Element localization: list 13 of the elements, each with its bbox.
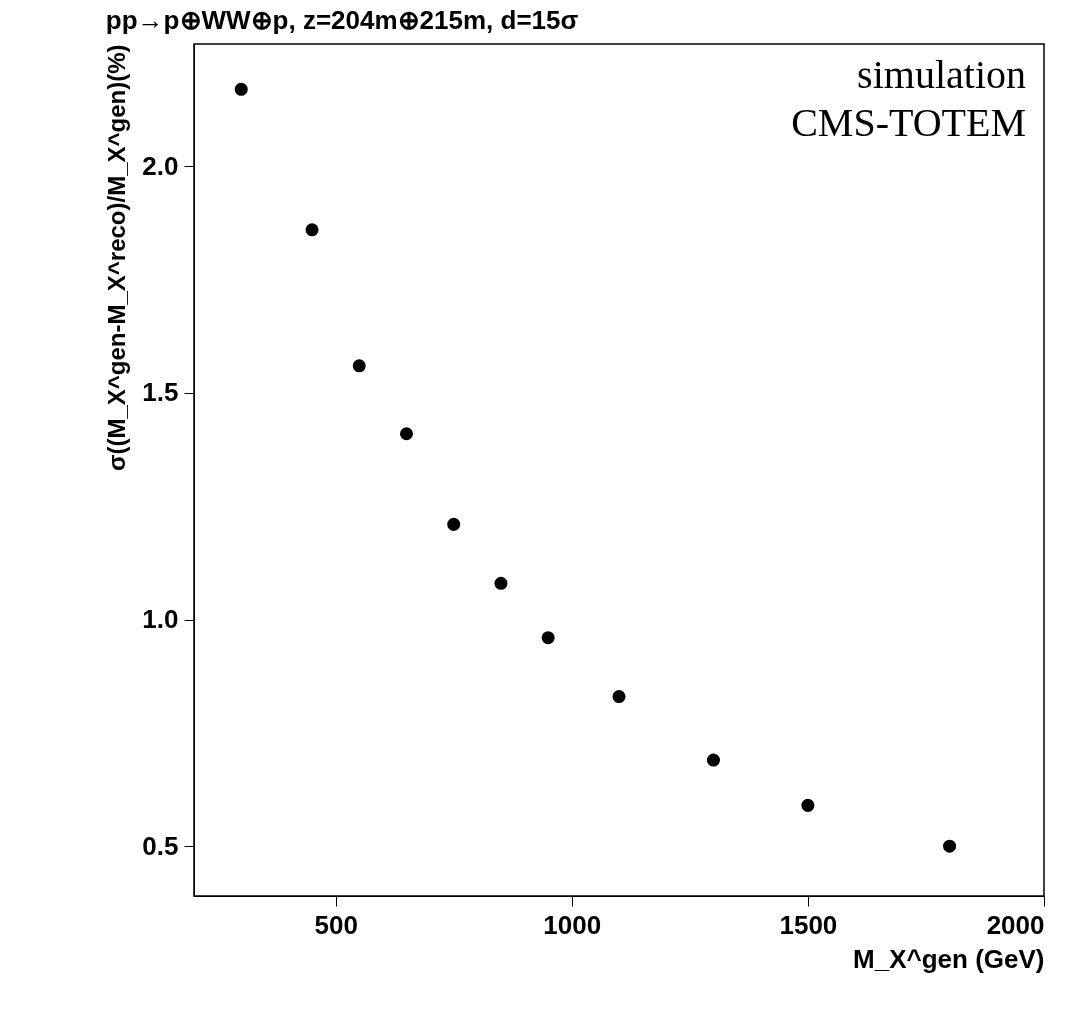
x-tick-label: 1500 [779, 909, 838, 940]
x-tick-label: 500 [314, 909, 358, 940]
chart-title: pp→p⊕WW⊕p, z=204m⊕215m, d=15σ [105, 5, 579, 35]
x-tick-label: 1000 [543, 909, 602, 940]
y-axis-title: σ((M_X^gen-M_X^reco)/M_X^gen)(%) [103, 44, 131, 471]
annotation: CMS-TOTEM [791, 100, 1026, 145]
y-tick-label: 1.5 [142, 377, 179, 408]
x-axis-title: M_X^gen (GeV) [853, 943, 1045, 974]
annotation: simulation [857, 52, 1026, 97]
y-tick-label: 0.5 [142, 830, 179, 861]
x-tick-label: 2000 [986, 909, 1045, 940]
y-tick-label: 2.0 [142, 150, 179, 181]
y-tick-label: 1.0 [142, 604, 179, 635]
